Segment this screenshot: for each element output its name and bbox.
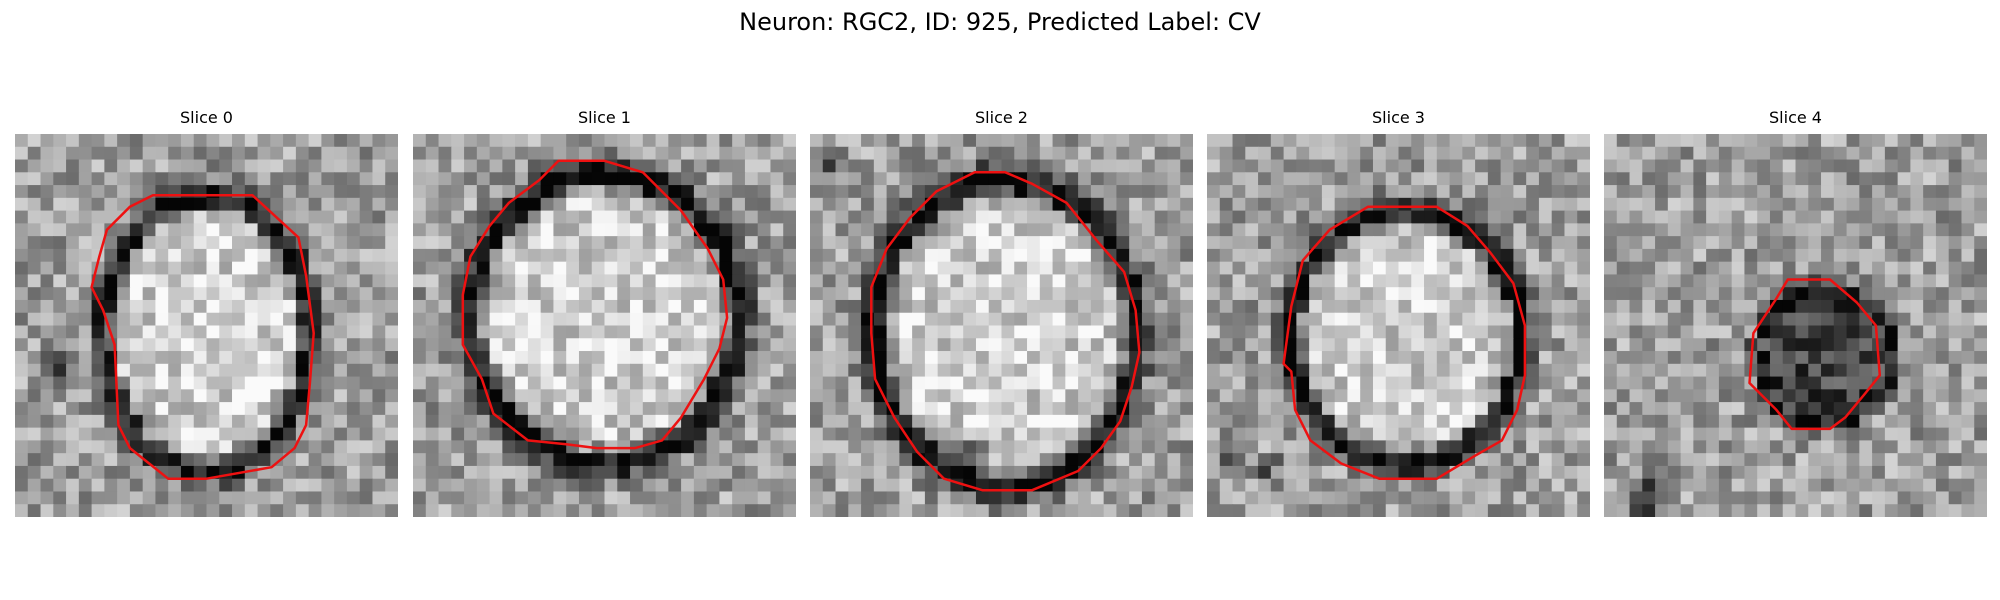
cell-contour	[461, 159, 729, 450]
slice-title: Slice 4	[1769, 108, 1822, 127]
cell-contour	[1748, 278, 1882, 431]
slice-image	[1207, 134, 1590, 517]
cell-contour	[90, 194, 315, 480]
figure-title: Neuron: RGC2, ID: 925, Predicted Label: …	[739, 8, 1261, 36]
slice-image	[413, 134, 796, 517]
slice-image	[810, 134, 1193, 517]
slice-title: Slice 3	[1372, 108, 1425, 127]
slice-title: Slice 2	[975, 108, 1028, 127]
slice-image	[15, 134, 398, 517]
slice-title: Slice 0	[180, 108, 233, 127]
cell-contour	[870, 171, 1141, 492]
cell-contour	[1282, 205, 1527, 480]
slice-image	[1604, 134, 1987, 517]
slice-title: Slice 1	[578, 108, 631, 127]
